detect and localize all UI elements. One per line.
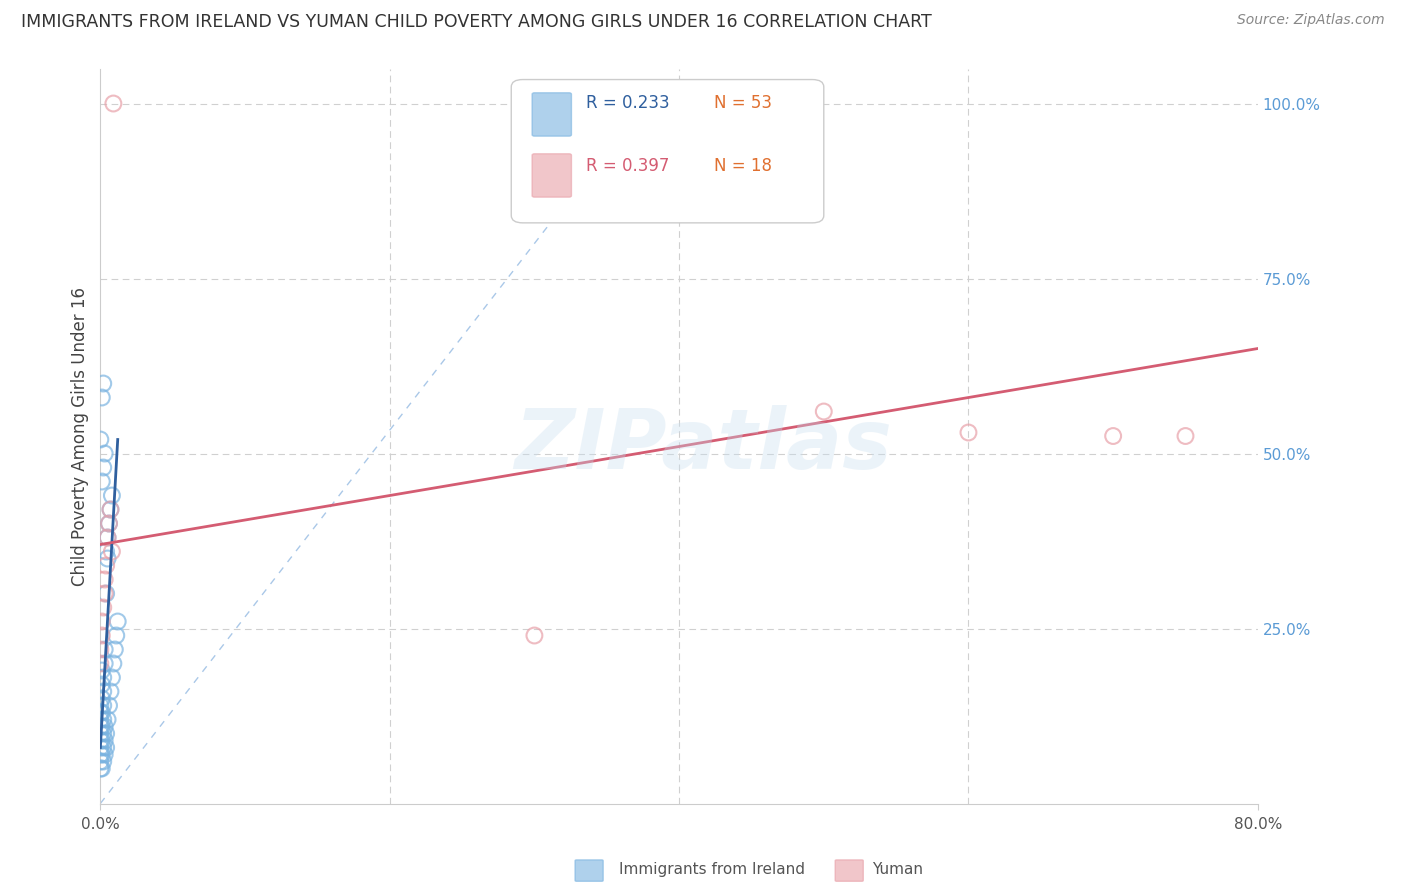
Point — [104, 642, 127, 657]
Point — [90, 628, 112, 642]
Point — [89, 733, 111, 747]
Text: ZIPatlas: ZIPatlas — [515, 406, 891, 486]
Point — [91, 698, 114, 713]
Point — [97, 531, 120, 545]
Point — [89, 433, 111, 447]
Point — [101, 671, 124, 685]
Text: N = 18: N = 18 — [714, 156, 772, 175]
Point — [89, 740, 111, 755]
Point — [100, 502, 122, 516]
Point — [89, 755, 111, 769]
Text: R = 0.233: R = 0.233 — [586, 94, 671, 112]
Point — [89, 713, 111, 727]
Point — [91, 376, 114, 391]
Y-axis label: Child Poverty Among Girls Under 16: Child Poverty Among Girls Under 16 — [72, 286, 89, 585]
Point — [94, 586, 117, 600]
Point — [97, 551, 120, 566]
Text: IMMIGRANTS FROM IRELAND VS YUMAN CHILD POVERTY AMONG GIRLS UNDER 16 CORRELATION : IMMIGRANTS FROM IRELAND VS YUMAN CHILD P… — [21, 13, 932, 31]
Point — [813, 404, 835, 418]
Point — [93, 657, 115, 671]
Point — [90, 706, 112, 720]
Point — [90, 691, 112, 706]
Point — [107, 615, 129, 629]
Point — [93, 586, 115, 600]
Point — [91, 600, 114, 615]
FancyBboxPatch shape — [531, 93, 571, 136]
Point — [101, 489, 124, 503]
Point — [94, 544, 117, 558]
Text: Source: ZipAtlas.com: Source: ZipAtlas.com — [1237, 13, 1385, 28]
Point — [93, 642, 115, 657]
Point — [91, 713, 114, 727]
Point — [93, 573, 115, 587]
Point — [103, 657, 125, 671]
Point — [1174, 429, 1197, 443]
Point — [90, 664, 112, 678]
Point — [98, 698, 121, 713]
Point — [97, 713, 120, 727]
Text: Yuman: Yuman — [872, 863, 922, 877]
FancyBboxPatch shape — [531, 153, 571, 197]
Point — [90, 677, 112, 691]
Point — [91, 671, 114, 685]
Point — [90, 762, 112, 776]
Point — [90, 475, 112, 489]
Point — [91, 726, 114, 740]
Point — [89, 747, 111, 762]
Point — [101, 544, 124, 558]
Point — [91, 755, 114, 769]
Point — [94, 558, 117, 573]
Point — [94, 726, 117, 740]
Point — [89, 642, 111, 657]
Point — [523, 628, 546, 642]
Point — [91, 460, 114, 475]
Point — [957, 425, 980, 440]
Point — [98, 516, 121, 531]
FancyBboxPatch shape — [512, 79, 824, 223]
Point — [93, 719, 115, 733]
Point — [90, 719, 112, 733]
Point — [103, 96, 125, 111]
Text: N = 53: N = 53 — [714, 94, 772, 112]
Point — [90, 747, 112, 762]
Point — [100, 684, 122, 698]
Text: R = 0.397: R = 0.397 — [586, 156, 669, 175]
Point — [90, 391, 112, 405]
Point — [91, 740, 114, 755]
Point — [91, 684, 114, 698]
Point — [105, 628, 128, 642]
Point — [89, 698, 111, 713]
Point — [90, 733, 112, 747]
Point — [97, 531, 120, 545]
Text: Immigrants from Ireland: Immigrants from Ireland — [619, 863, 804, 877]
Point — [94, 740, 117, 755]
Point — [89, 762, 111, 776]
Point — [1102, 429, 1125, 443]
Point — [93, 747, 115, 762]
Point — [98, 516, 121, 531]
Point — [89, 706, 111, 720]
Point — [93, 733, 115, 747]
Point — [89, 726, 111, 740]
Point — [100, 502, 122, 516]
Point — [89, 657, 111, 671]
Point — [90, 615, 112, 629]
Point — [89, 719, 111, 733]
Point — [93, 446, 115, 460]
